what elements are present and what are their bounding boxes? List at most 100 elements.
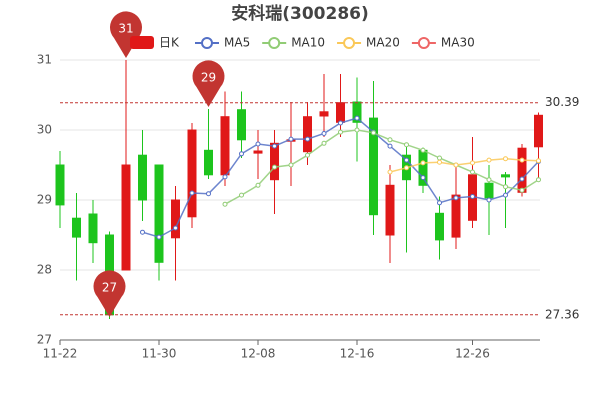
mark-pin (93, 270, 126, 317)
ma-point (486, 157, 492, 163)
ma-point (519, 176, 525, 182)
ma-point (470, 169, 475, 175)
ma-point (288, 162, 294, 168)
ma-point (239, 151, 244, 157)
ref-label: 27.36 (545, 307, 579, 321)
candle-body (534, 114, 543, 148)
chart-title: 安科瑞(300286) (231, 3, 369, 24)
legend-label: MA30 (441, 36, 475, 50)
ma-point (437, 155, 442, 161)
ma-point (354, 127, 360, 133)
ma-point (288, 136, 294, 142)
ma-point (503, 156, 508, 162)
ma-point (503, 192, 508, 198)
ma-point (404, 165, 409, 171)
candle-body (385, 184, 395, 236)
candle-body (270, 142, 279, 181)
ma-point (387, 169, 393, 175)
ma-point (519, 187, 525, 193)
y-tick-label: 28 (37, 263, 52, 277)
mark-label: 27 (102, 281, 117, 295)
ma-point (354, 115, 360, 121)
ma-point (420, 147, 426, 153)
candle-body (171, 199, 180, 239)
candle-body (303, 116, 312, 153)
ma-point (453, 162, 459, 168)
ma-point (420, 175, 426, 181)
candle-body (237, 109, 246, 141)
legend-marker (268, 37, 281, 49)
ma-point (404, 157, 409, 163)
ma-point (503, 184, 508, 190)
mark-label: 29 (201, 71, 216, 85)
ma-point (255, 141, 261, 147)
y-tick-label: 30 (37, 123, 52, 137)
candle-body (369, 117, 378, 216)
legend-swatch (130, 36, 154, 49)
ma-point (470, 194, 475, 199)
ma-point (173, 225, 178, 231)
y-tick-label: 31 (37, 53, 52, 67)
legend-label: 日K (159, 36, 180, 50)
ma-point (140, 229, 145, 235)
x-tick-label: 12-08 (241, 347, 276, 361)
ma-point (437, 200, 442, 206)
ma-point (321, 140, 327, 146)
mark-label: 31 (118, 22, 133, 36)
candle-body (352, 101, 362, 123)
ma-point (536, 177, 541, 183)
mark-pin (192, 60, 225, 107)
ma-line (389, 157, 539, 173)
legend-marker (417, 37, 430, 49)
candle-body (253, 150, 263, 154)
legend-marker (343, 37, 356, 49)
ma-line (224, 129, 539, 205)
ma-point (272, 164, 277, 170)
ma-point (272, 143, 277, 149)
y-tick-label: 29 (37, 193, 52, 207)
ma-point (321, 131, 327, 136)
candle-body (154, 164, 164, 263)
candle-body (435, 212, 444, 241)
y-tick-label: 27 (37, 333, 52, 347)
ma-point (404, 142, 409, 148)
mark-pin (110, 11, 142, 59)
ma-point (222, 201, 228, 207)
ma-point (338, 120, 343, 126)
ma-point (206, 191, 211, 197)
candle-body (88, 213, 98, 244)
ma-point (519, 157, 525, 163)
candle-body (72, 217, 81, 238)
candle-body (204, 149, 213, 176)
ma-point (305, 136, 310, 142)
x-tick-label: 12-26 (455, 347, 490, 361)
ma-point (486, 177, 492, 183)
legend-label: MA10 (291, 36, 325, 50)
x-tick-label: 11-30 (142, 347, 177, 361)
candle-body (187, 129, 197, 218)
ma-point (371, 130, 376, 136)
ma-point (387, 137, 393, 143)
candle-body (220, 116, 230, 176)
candle-body (319, 111, 329, 117)
ma-point (222, 174, 228, 180)
candle-body (501, 174, 510, 178)
candle-body (121, 164, 131, 271)
ma-point (189, 190, 195, 196)
ma-point (437, 159, 442, 165)
candle-body (451, 194, 461, 238)
ma-point (338, 129, 343, 135)
ma-point (156, 234, 162, 240)
ma-point (470, 160, 475, 166)
ma-point (536, 158, 541, 164)
ma-point (486, 197, 492, 203)
candle-body (484, 182, 494, 199)
x-tick-label: 12-16 (340, 347, 375, 361)
candle-body (336, 102, 345, 123)
ma-point (453, 195, 459, 201)
ma-point (305, 152, 310, 158)
legend-label: MA5 (224, 36, 250, 50)
candle-body (138, 154, 147, 201)
candle-body (517, 147, 527, 193)
